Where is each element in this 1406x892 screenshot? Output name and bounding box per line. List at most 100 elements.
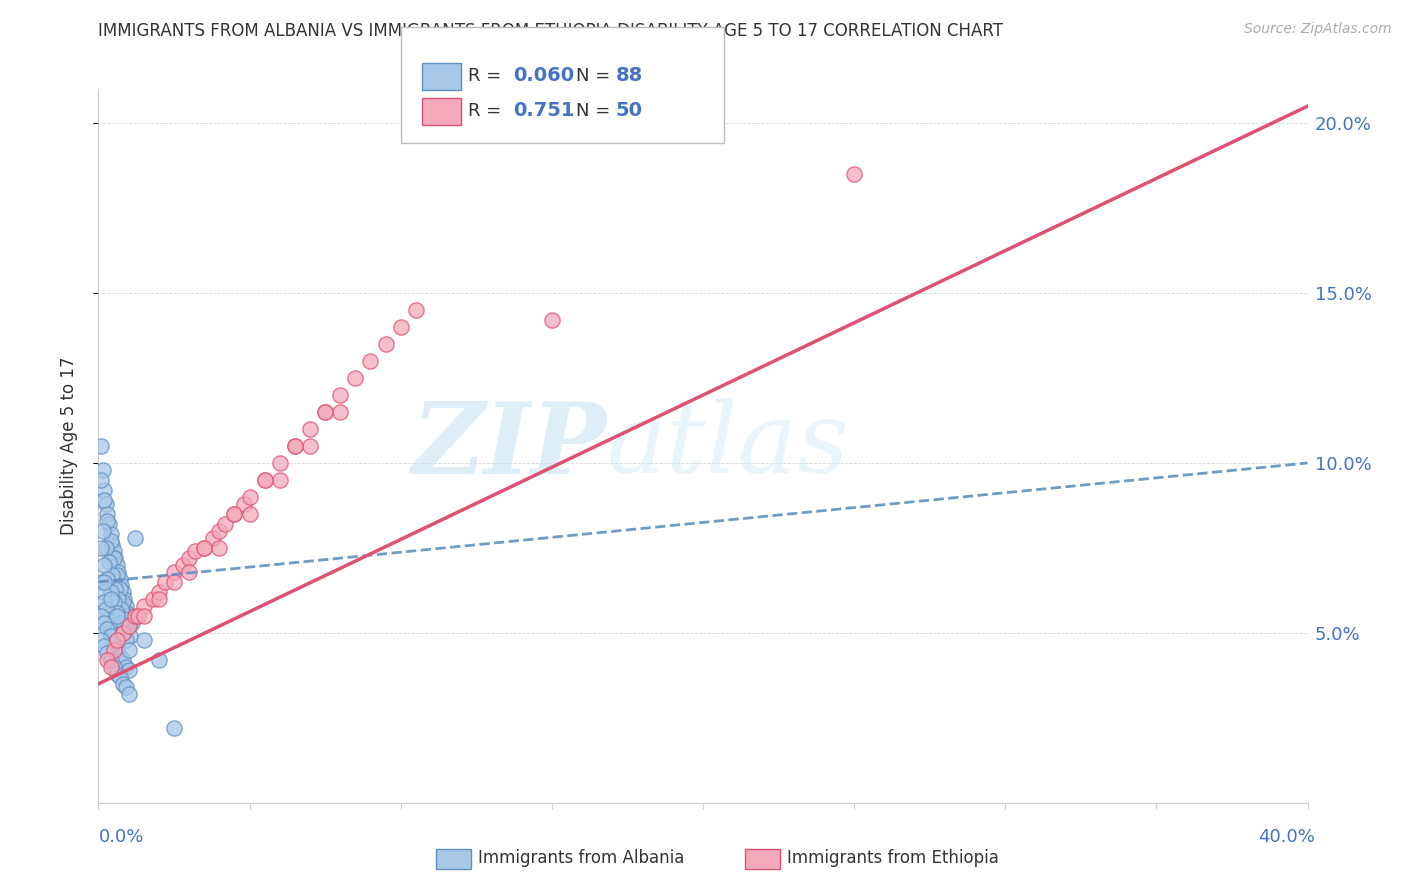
- Point: [120, 629, 142, 643]
- Point: [202, 531, 225, 545]
- Point: [284, 439, 307, 453]
- Point: [108, 670, 131, 684]
- Point: [112, 612, 135, 626]
- Point: [163, 721, 186, 735]
- Text: R =: R =: [468, 67, 508, 85]
- Point: [114, 680, 136, 694]
- Point: [193, 541, 215, 555]
- Point: [101, 632, 124, 647]
- Point: [94, 602, 117, 616]
- Point: [111, 626, 134, 640]
- Point: [269, 456, 291, 470]
- Point: [124, 608, 146, 623]
- Point: [100, 629, 122, 643]
- Point: [374, 337, 396, 351]
- Point: [90, 473, 112, 487]
- Point: [179, 551, 201, 566]
- Point: [112, 591, 135, 606]
- Point: [148, 591, 170, 606]
- Point: [132, 599, 155, 613]
- Point: [224, 507, 246, 521]
- Point: [103, 636, 125, 650]
- Point: [239, 490, 262, 504]
- Point: [111, 595, 134, 609]
- Point: [179, 565, 201, 579]
- Point: [284, 439, 307, 453]
- Text: Immigrants from Ethiopia: Immigrants from Ethiopia: [787, 849, 1000, 867]
- Point: [90, 574, 112, 589]
- Point: [98, 555, 121, 569]
- Point: [148, 585, 170, 599]
- Point: [103, 660, 125, 674]
- Text: 40.0%: 40.0%: [1258, 828, 1315, 846]
- Point: [93, 640, 115, 654]
- Point: [108, 649, 131, 664]
- Point: [91, 524, 114, 538]
- Point: [93, 615, 115, 630]
- Point: [115, 623, 138, 637]
- Point: [132, 632, 155, 647]
- Point: [98, 619, 121, 633]
- Point: [110, 602, 132, 616]
- Point: [105, 666, 128, 681]
- Point: [344, 371, 367, 385]
- Point: [389, 320, 412, 334]
- Point: [142, 591, 165, 606]
- Point: [96, 507, 118, 521]
- Text: 0.060: 0.060: [513, 66, 574, 86]
- Point: [118, 608, 141, 623]
- Y-axis label: Disability Age 5 to 17: Disability Age 5 to 17: [59, 357, 77, 535]
- Point: [108, 582, 131, 596]
- Point: [111, 626, 134, 640]
- Point: [96, 646, 118, 660]
- Point: [105, 632, 128, 647]
- Point: [96, 514, 118, 528]
- Point: [108, 615, 131, 630]
- Point: [107, 565, 129, 579]
- Point: [100, 527, 122, 541]
- Point: [360, 354, 382, 368]
- Point: [93, 595, 115, 609]
- Point: [844, 167, 866, 181]
- Point: [405, 303, 427, 318]
- Point: [111, 585, 134, 599]
- Point: [114, 660, 136, 674]
- Point: [193, 541, 215, 555]
- Text: IMMIGRANTS FROM ALBANIA VS IMMIGRANTS FROM ETHIOPIA DISABILITY AGE 5 TO 17 CORRE: IMMIGRANTS FROM ALBANIA VS IMMIGRANTS FR…: [98, 22, 1004, 40]
- Point: [111, 677, 134, 691]
- Point: [163, 574, 186, 589]
- Point: [104, 582, 127, 596]
- Point: [111, 653, 134, 667]
- Text: Source: ZipAtlas.com: Source: ZipAtlas.com: [1244, 22, 1392, 37]
- Point: [329, 405, 352, 419]
- Point: [100, 660, 122, 674]
- Point: [121, 615, 143, 630]
- Point: [103, 640, 125, 654]
- Text: 0.0%: 0.0%: [98, 828, 143, 846]
- Point: [103, 544, 125, 558]
- Point: [329, 388, 352, 402]
- Point: [93, 483, 115, 498]
- Point: [100, 626, 122, 640]
- Point: [90, 439, 112, 453]
- Point: [100, 653, 122, 667]
- Point: [208, 541, 231, 555]
- Point: [184, 544, 207, 558]
- Point: [100, 585, 122, 599]
- Point: [114, 599, 136, 613]
- Text: ZIP: ZIP: [412, 398, 606, 494]
- Point: [91, 463, 114, 477]
- Point: [108, 572, 131, 586]
- Point: [541, 313, 564, 327]
- Point: [127, 608, 149, 623]
- Point: [314, 405, 336, 419]
- Point: [111, 626, 134, 640]
- Point: [299, 439, 322, 453]
- Point: [132, 608, 155, 623]
- Point: [118, 619, 141, 633]
- Point: [93, 493, 115, 508]
- Point: [269, 473, 291, 487]
- Point: [105, 558, 128, 572]
- Point: [105, 608, 128, 623]
- Text: 88: 88: [616, 66, 643, 86]
